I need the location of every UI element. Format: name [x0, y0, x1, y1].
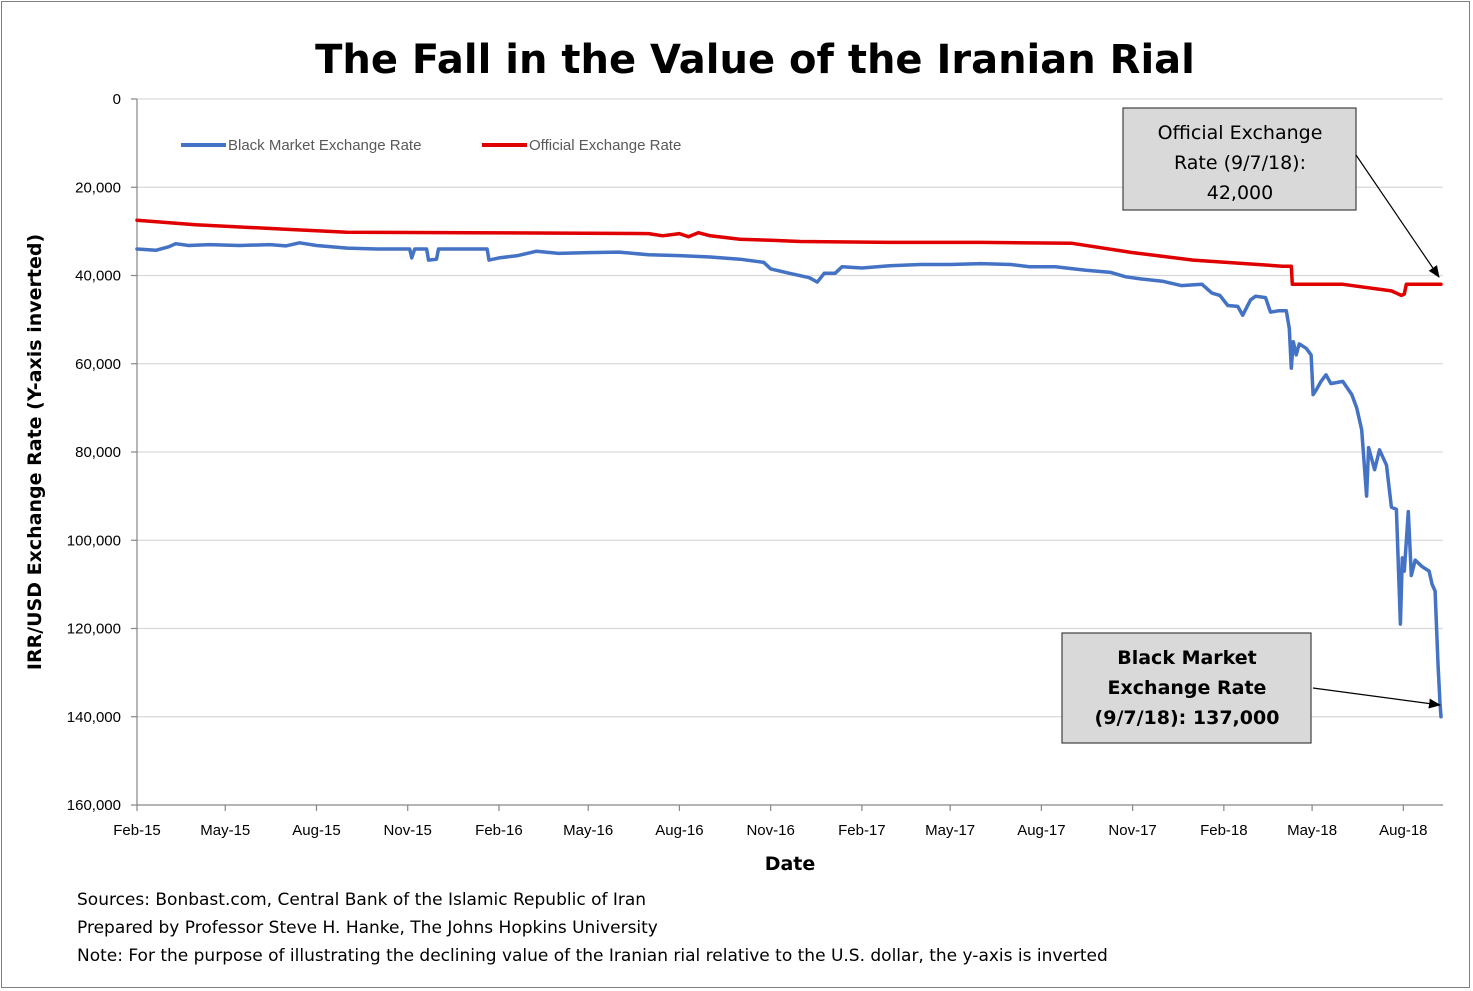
x-axis-title: Date: [765, 853, 816, 875]
legend: Black Market Exchange Rate Official Exch…: [181, 137, 681, 154]
y-tick-label: 140,000: [67, 709, 121, 726]
x-tick-label: Feb-16: [475, 822, 523, 839]
callout-arrow-official: [1355, 154, 1440, 278]
footnote-note: Note: For the purpose of illustrating th…: [77, 946, 1108, 966]
y-tick-label: 100,000: [67, 532, 121, 549]
x-tick-label: Aug-18: [1379, 822, 1427, 839]
x-tick-label: May-15: [200, 822, 250, 839]
legend-label-official: Official Exchange Rate: [529, 137, 681, 154]
y-tick-label: 120,000: [67, 621, 121, 638]
y-axis-title: IRR/USD Exchange Rate (Y-axis inverted): [24, 234, 46, 670]
callout-black-market-rate: Black Market Exchange Rate (9/7/18): 137…: [1061, 632, 1312, 744]
series-lines: [135, 218, 1443, 719]
series-line-black-market-exchange-rate: [135, 241, 1443, 719]
y-tick-label: 20,000: [75, 179, 121, 196]
callout-arrow-black-market: [1312, 687, 1441, 709]
callout-line: (9/7/18): 137,000: [1095, 707, 1280, 729]
y-tick-label: 40,000: [75, 268, 121, 285]
y-tick-label: 160,000: [67, 797, 121, 814]
x-tick-label: Feb-17: [838, 822, 886, 839]
x-axis-ticks: Feb-15 May-15 Aug-15 Nov-15 Feb-16 May-16 Aug-…: [113, 805, 1428, 839]
x-tick-label: May-18: [1287, 822, 1337, 839]
footnote-prepared-by: Prepared by Professor Steve H. Hanke, Th…: [77, 918, 658, 938]
x-tick-label: May-16: [563, 822, 613, 839]
x-tick-label: Nov-16: [746, 822, 794, 839]
callout-official-rate: Official Exchange Rate (9/7/18): 42,000: [1122, 107, 1357, 211]
footnote-sources: Sources: Bonbast.com, Central Bank of th…: [77, 890, 646, 910]
x-tick-label: Nov-17: [1108, 822, 1156, 839]
x-tick-label: Aug-15: [292, 822, 340, 839]
footnotes: Sources: Bonbast.com, Central Bank of th…: [77, 890, 1108, 966]
callout-line: Official Exchange: [1158, 122, 1323, 144]
x-tick-label: Aug-17: [1017, 822, 1065, 839]
chart-title: The Fall in the Value of the Iranian Ria…: [315, 37, 1195, 83]
series-line-official-exchange-rate: [135, 218, 1443, 298]
y-tick-label: 0: [113, 91, 121, 108]
x-tick-label: Feb-15: [113, 822, 161, 839]
callout-line: Rate (9/7/18):: [1174, 152, 1306, 174]
x-tick-label: May-17: [925, 822, 975, 839]
callout-box: [1061, 632, 1312, 744]
callout-line: Exchange Rate: [1108, 677, 1267, 699]
x-tick-label: Aug-16: [655, 822, 703, 839]
y-axis-ticks: 0 20,000 40,000 60,000 80,000 100,000 120,000 1…: [67, 91, 137, 814]
callout-line: Black Market: [1117, 647, 1257, 669]
y-tick-label: 80,000: [75, 444, 121, 461]
callout-line: 42,000: [1207, 182, 1273, 204]
x-tick-label: Nov-15: [384, 822, 432, 839]
x-tick-label: Feb-18: [1200, 822, 1248, 839]
callout-box: [1122, 107, 1357, 211]
legend-label-black-market: Black Market Exchange Rate: [228, 137, 421, 154]
y-tick-label: 60,000: [75, 356, 121, 373]
